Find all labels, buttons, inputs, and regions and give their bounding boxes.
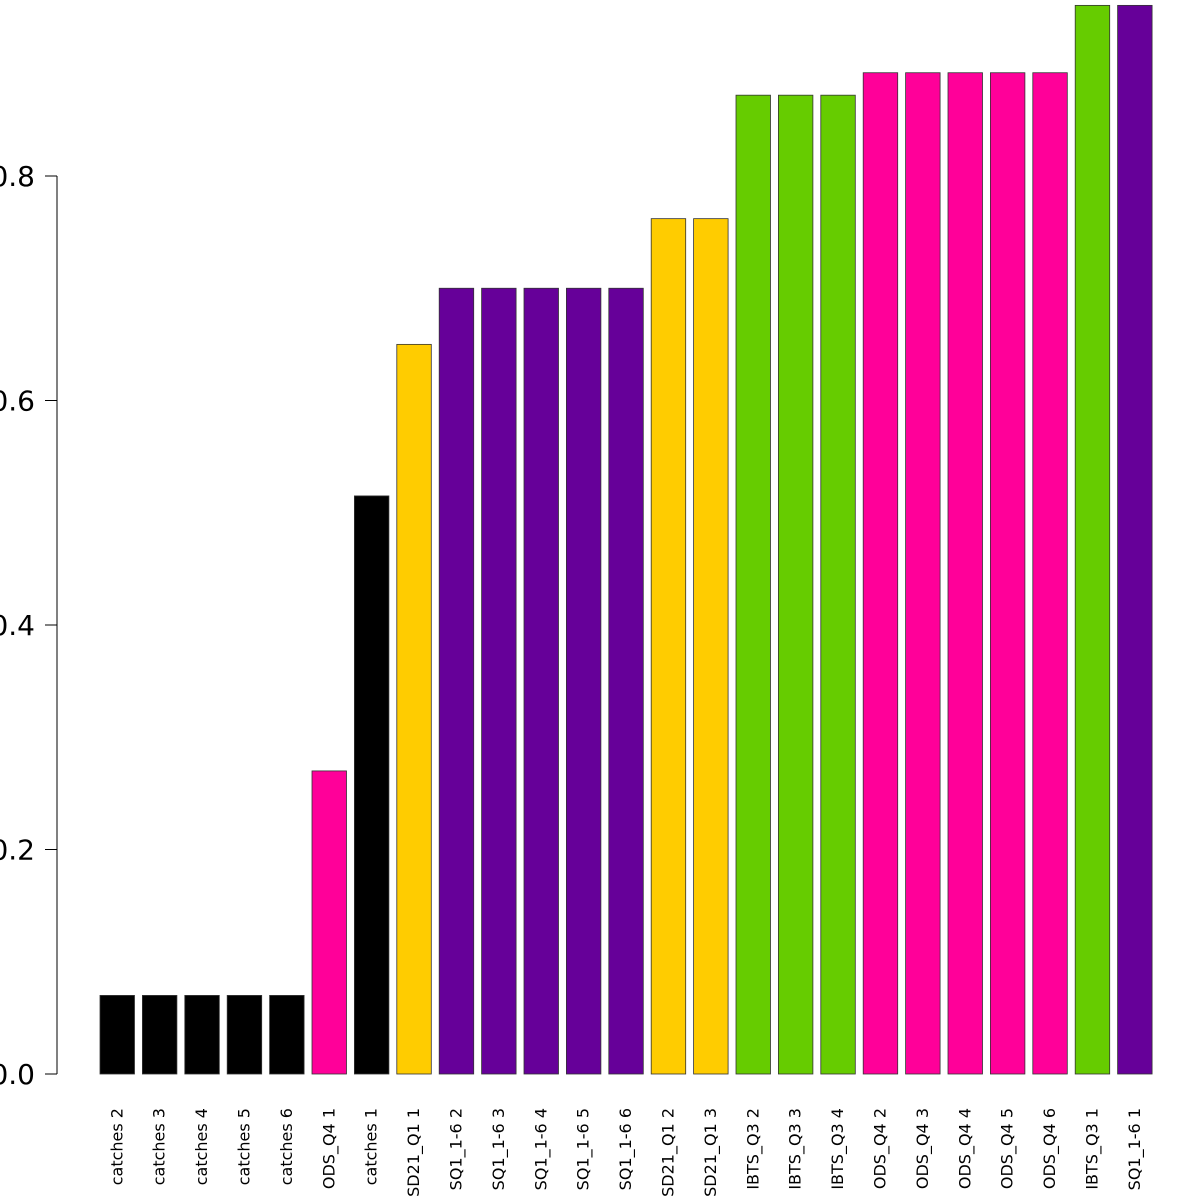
bar <box>396 343 432 1075</box>
x-tick-label: SQ1_1-6 2 <box>446 1108 466 1190</box>
x-tick-label: ODS_Q4 5 <box>998 1108 1018 1189</box>
x-tick-label: ODS_Q4 1 <box>319 1108 339 1189</box>
y-tick-label: 0.2 <box>0 834 35 867</box>
bar <box>353 495 390 1075</box>
bar <box>99 995 135 1075</box>
x-tick-label: catches 1 <box>362 1108 381 1185</box>
bar <box>184 995 220 1075</box>
bar <box>141 995 178 1075</box>
y-tick-label: 0.4 <box>0 609 35 642</box>
y-axis: 0.0 0.2 0.4 0.6 0.8 <box>0 160 58 1091</box>
x-tick-label: SQ1_1-6 4 <box>531 1108 551 1190</box>
bar <box>226 995 263 1075</box>
y-tick-label: 0.8 <box>0 160 35 193</box>
bars <box>99 4 1153 1075</box>
bar <box>735 94 771 1075</box>
bar <box>693 218 729 1075</box>
x-tick-label: catches 2 <box>107 1108 126 1185</box>
x-axis-labels: catches 2 catches 3 catches 4 catches 5 catc… <box>107 1108 1145 1197</box>
bar <box>481 287 517 1075</box>
bar <box>650 218 687 1075</box>
x-tick-label: catches 3 <box>150 1108 169 1185</box>
bar <box>311 770 347 1075</box>
x-tick-label: SD21_Q1 1 <box>404 1108 424 1197</box>
x-tick-label: SQ1_1-6 3 <box>489 1108 509 1190</box>
x-tick-label: SQ1_1-6 5 <box>574 1108 594 1190</box>
bar <box>862 72 899 1075</box>
x-tick-label: IBTS_Q3 1 <box>1082 1108 1102 1190</box>
bar <box>1074 4 1111 1075</box>
x-tick-label: SD21_Q1 2 <box>658 1108 678 1197</box>
x-tick-label: ODS_Q4 2 <box>870 1108 890 1189</box>
x-tick-label: SQ1_1-6 6 <box>616 1108 636 1190</box>
bar <box>269 995 305 1075</box>
x-tick-label: IBTS_Q3 4 <box>828 1108 848 1190</box>
bar <box>905 72 941 1075</box>
x-tick-label: catches 6 <box>277 1108 296 1185</box>
x-tick-label: SD21_Q1 3 <box>701 1108 721 1197</box>
bar <box>947 72 983 1075</box>
x-tick-label: catches 5 <box>234 1108 253 1185</box>
bar <box>608 287 644 1075</box>
bar <box>820 94 856 1075</box>
x-tick-label: SQ1_1-6 1 <box>1125 1108 1145 1190</box>
bar <box>438 287 475 1075</box>
x-tick-label: catches 4 <box>192 1108 211 1185</box>
bar <box>566 287 602 1075</box>
bar <box>1032 72 1068 1075</box>
x-tick-label: ODS_Q4 3 <box>913 1108 933 1189</box>
bar <box>778 94 814 1075</box>
x-tick-label: IBTS_Q3 3 <box>786 1108 806 1190</box>
y-tick-label: 0.6 <box>0 385 35 418</box>
y-tick-label: 0.0 <box>0 1058 35 1091</box>
bar <box>523 287 559 1075</box>
x-tick-label: ODS_Q4 4 <box>955 1108 975 1189</box>
bar <box>1117 4 1153 1075</box>
bar <box>990 72 1026 1075</box>
x-tick-label: ODS_Q4 6 <box>1040 1108 1060 1189</box>
x-tick-label: IBTS_Q3 2 <box>743 1108 763 1190</box>
